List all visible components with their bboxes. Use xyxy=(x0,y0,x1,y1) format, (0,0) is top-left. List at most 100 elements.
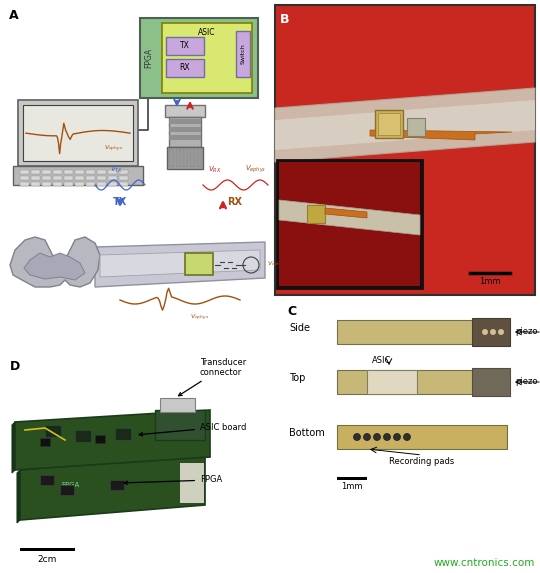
Circle shape xyxy=(354,434,361,441)
Bar xyxy=(53,170,62,174)
Bar xyxy=(95,435,105,443)
Bar xyxy=(196,463,198,503)
Circle shape xyxy=(498,329,504,335)
Bar xyxy=(140,18,258,98)
Bar xyxy=(202,463,204,503)
Bar xyxy=(108,170,117,174)
Text: piezo: piezo xyxy=(515,328,537,336)
Text: $V_{ephys}$: $V_{ephys}$ xyxy=(191,313,210,323)
Bar xyxy=(279,162,420,286)
Text: B: B xyxy=(280,13,289,26)
Bar xyxy=(31,170,40,174)
Text: Top: Top xyxy=(289,373,306,383)
Bar xyxy=(307,205,325,223)
Circle shape xyxy=(383,434,390,441)
Bar xyxy=(75,170,84,174)
Bar xyxy=(64,170,73,174)
Bar xyxy=(119,182,128,186)
Bar xyxy=(166,59,204,77)
Polygon shape xyxy=(370,130,512,140)
Text: D: D xyxy=(10,360,21,373)
Text: ASIC: ASIC xyxy=(372,356,391,365)
Polygon shape xyxy=(20,455,205,520)
Bar xyxy=(13,166,143,185)
Bar xyxy=(40,475,54,485)
Text: TX: TX xyxy=(113,197,127,207)
Bar xyxy=(169,127,201,132)
Bar xyxy=(165,105,205,117)
Text: 2cm: 2cm xyxy=(37,555,57,564)
Polygon shape xyxy=(12,422,15,473)
Bar xyxy=(192,463,193,503)
Polygon shape xyxy=(17,470,20,523)
Polygon shape xyxy=(10,237,100,287)
Bar xyxy=(169,135,201,140)
Text: Bottom: Bottom xyxy=(289,428,325,438)
Polygon shape xyxy=(275,100,535,150)
Bar xyxy=(86,182,95,186)
Text: 1mm: 1mm xyxy=(480,277,501,286)
Bar xyxy=(236,31,250,77)
Text: $V_{ephys}$: $V_{ephys}$ xyxy=(104,144,123,154)
Bar xyxy=(108,176,117,180)
Bar xyxy=(60,485,74,495)
Bar xyxy=(42,170,51,174)
Bar xyxy=(42,176,51,180)
Bar xyxy=(97,182,106,186)
Bar xyxy=(64,176,73,180)
Text: www.cntronics.com: www.cntronics.com xyxy=(434,558,535,568)
Bar xyxy=(190,463,192,503)
Bar xyxy=(275,5,535,295)
Bar xyxy=(75,176,84,180)
Bar xyxy=(185,253,213,275)
Bar xyxy=(155,422,171,434)
Bar xyxy=(45,425,61,437)
Bar xyxy=(20,170,29,174)
Bar xyxy=(18,100,138,166)
Bar xyxy=(407,118,425,136)
Text: $V_{ephys}$: $V_{ephys}$ xyxy=(267,260,286,270)
Bar xyxy=(20,182,29,186)
Text: RX: RX xyxy=(180,64,190,73)
Bar xyxy=(169,117,201,147)
Polygon shape xyxy=(95,242,265,287)
Bar xyxy=(166,37,204,55)
Polygon shape xyxy=(100,250,260,277)
Polygon shape xyxy=(15,410,210,470)
Bar xyxy=(119,176,128,180)
Text: 1mm: 1mm xyxy=(341,482,363,491)
Polygon shape xyxy=(275,88,535,162)
Text: A: A xyxy=(9,9,18,22)
Polygon shape xyxy=(279,200,420,235)
Bar xyxy=(97,170,106,174)
Polygon shape xyxy=(24,253,85,280)
Bar xyxy=(169,119,201,124)
Bar xyxy=(194,463,195,503)
Bar xyxy=(86,170,95,174)
Bar xyxy=(183,149,188,167)
Text: ASIC board: ASIC board xyxy=(139,422,246,436)
Bar xyxy=(42,182,51,186)
Circle shape xyxy=(403,434,410,441)
Bar xyxy=(200,463,201,503)
Bar xyxy=(108,182,117,186)
Bar xyxy=(162,23,252,93)
Bar xyxy=(188,463,190,503)
Bar xyxy=(115,428,131,440)
Bar xyxy=(23,105,133,162)
Circle shape xyxy=(490,329,496,335)
Text: piezo: piezo xyxy=(515,378,537,387)
Bar xyxy=(277,160,422,288)
Bar xyxy=(75,182,84,186)
Bar xyxy=(86,176,95,180)
Text: FPGA: FPGA xyxy=(145,48,153,68)
Circle shape xyxy=(363,434,370,441)
Text: RX: RX xyxy=(227,197,242,207)
Bar xyxy=(367,370,417,394)
Text: C: C xyxy=(287,305,296,318)
Text: FPGA: FPGA xyxy=(61,482,79,488)
Bar xyxy=(160,398,195,412)
Bar xyxy=(186,463,187,503)
Text: $V_{ephys}$: $V_{ephys}$ xyxy=(245,163,266,175)
Text: Side: Side xyxy=(289,323,310,333)
